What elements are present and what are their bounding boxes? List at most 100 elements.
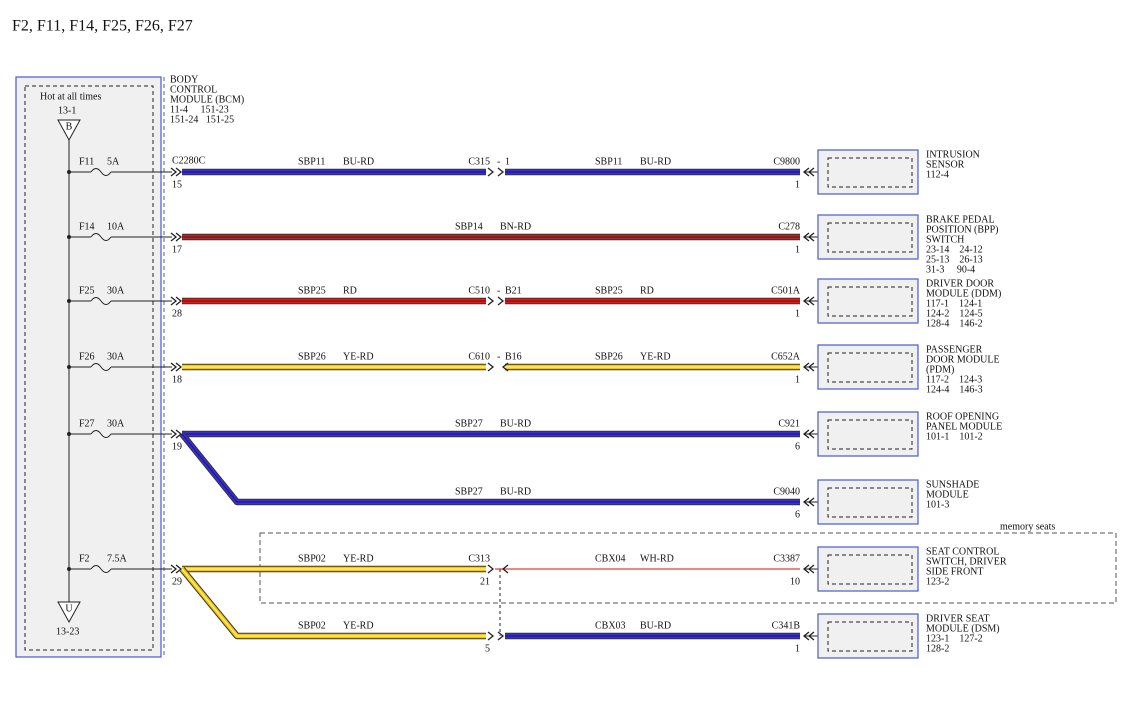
inline-pin: 1 [505, 156, 510, 167]
pin-arrow [487, 631, 495, 641]
end-connector: C9040 [773, 486, 800, 497]
module-label: POSITION (BPP) [926, 224, 999, 235]
module-label: 124-2 124-5 [926, 308, 983, 319]
wire-color: RD [343, 285, 357, 296]
pin-arrow [497, 296, 505, 306]
wire-color: BN-RD [500, 221, 531, 232]
module-inner [827, 286, 913, 317]
pin-arrow [487, 564, 495, 574]
bottom-ref: 13-23 [56, 626, 79, 637]
pin-arrow [175, 564, 183, 574]
bcm-inner [24, 85, 154, 651]
pin-arrow [170, 296, 178, 306]
fuse [90, 168, 112, 176]
pin-number: 18 [172, 374, 182, 385]
wire-color: WH-RD [640, 553, 674, 564]
module-label: ROOF OPENING [926, 411, 999, 422]
circuit-id: SBP02 [298, 620, 326, 631]
end-pin: 10 [790, 576, 800, 587]
pin-number: 29 [172, 576, 182, 587]
module-label: 123-2 [926, 576, 949, 587]
module-label: SEAT CONTROL [926, 546, 999, 557]
pin-number: 15 [172, 179, 182, 190]
end-pin: 1 [795, 308, 800, 319]
wire-color: BU-RD [500, 486, 531, 497]
end-connector: C921 [778, 418, 800, 429]
inline-connector: C315 [468, 156, 490, 167]
pin-arrow [487, 296, 495, 306]
inline-sep: - [497, 351, 500, 362]
module-inner [827, 554, 913, 585]
pin-arrow [170, 167, 178, 177]
fuse-name: F25 [79, 285, 95, 296]
wire-color: BU-RD [640, 156, 671, 167]
end-connector: C9800 [773, 156, 800, 167]
bcm-connector: C2280C [172, 155, 206, 166]
inline-pin: B16 [505, 351, 522, 362]
end-pin: 1 [795, 179, 800, 190]
wire-color: BU-RD [640, 620, 671, 631]
module-label: 123-1 127-2 [926, 633, 983, 644]
memory-seats-label: memory seats [1000, 521, 1055, 532]
end-connector: C501A [771, 285, 801, 296]
end-connector: C3387 [773, 553, 800, 564]
fuse-name: F11 [79, 156, 94, 167]
bottom-node-label: U [65, 603, 73, 614]
module-label: (PDM) [926, 364, 954, 375]
wire-color: YE-RD [343, 553, 374, 564]
pin-arrow [175, 429, 183, 439]
inline-pin: 5 [485, 643, 490, 654]
fuse-rating: 30A [107, 418, 125, 429]
fuse [90, 430, 112, 438]
module-label: PANEL MODULE [926, 421, 1002, 432]
module-label: DRIVER SEAT [926, 613, 990, 624]
inline-sep: - [497, 285, 500, 296]
module-label: 101-1 101-2 [926, 431, 983, 442]
wire [181, 568, 486, 637]
circuit-id: SBP27 [455, 418, 483, 429]
pin-number: 19 [172, 441, 182, 452]
end-pin: 1 [795, 244, 800, 255]
circuit-id: SBP26 [298, 351, 326, 362]
pin-number: 17 [172, 244, 182, 255]
module-inner [827, 222, 913, 253]
fuse-rating: 10A [107, 221, 125, 232]
end-connector: C341B [772, 620, 801, 631]
module-label: SIDE FRONT [926, 566, 984, 577]
fuse [90, 233, 112, 241]
page-title: F2, F11, F14, F25, F26, F27 [12, 18, 193, 35]
module-label: 31-3 90-4 [926, 264, 975, 275]
hot-label: Hot at all times [40, 91, 101, 102]
circuit-id: SBP11 [298, 156, 325, 167]
module-label: SUNSHADE [926, 479, 979, 490]
fuse [90, 363, 112, 371]
module-label: INTRUSION [926, 149, 980, 160]
inline-sep: - [497, 156, 500, 167]
module-label: BRAKE PEDAL [926, 214, 995, 225]
circuit-id: SBP25 [298, 285, 326, 296]
circuit-id: SBP25 [595, 285, 623, 296]
circuit-id: SBP02 [298, 553, 326, 564]
bcm-label: 11-4 151-23 [170, 104, 229, 115]
module-inner [827, 487, 913, 518]
fuse-name: F26 [79, 351, 95, 362]
pin-arrow [487, 167, 495, 177]
module-inner [827, 419, 913, 450]
circuit-id: CBX03 [595, 620, 626, 631]
module-label: 23-14 24-12 [926, 244, 983, 255]
circuit-id: SBP27 [455, 486, 483, 497]
wire-color: BU-RD [500, 418, 531, 429]
end-pin: 6 [795, 509, 800, 520]
module-label: 117-2 124-3 [926, 374, 982, 385]
module-label: MODULE (DSM) [926, 623, 1000, 634]
inline-connector: C610 [468, 351, 490, 362]
wire-color: YE-RD [343, 620, 374, 631]
wire [179, 431, 800, 506]
module-label: 101-3 [926, 499, 949, 510]
wire-color: YE-RD [640, 351, 671, 362]
circuit-id: CBX04 [595, 553, 626, 564]
fuse-name: F27 [79, 418, 95, 429]
pin-arrow [497, 167, 505, 177]
circuit-id: SBP26 [595, 351, 623, 362]
